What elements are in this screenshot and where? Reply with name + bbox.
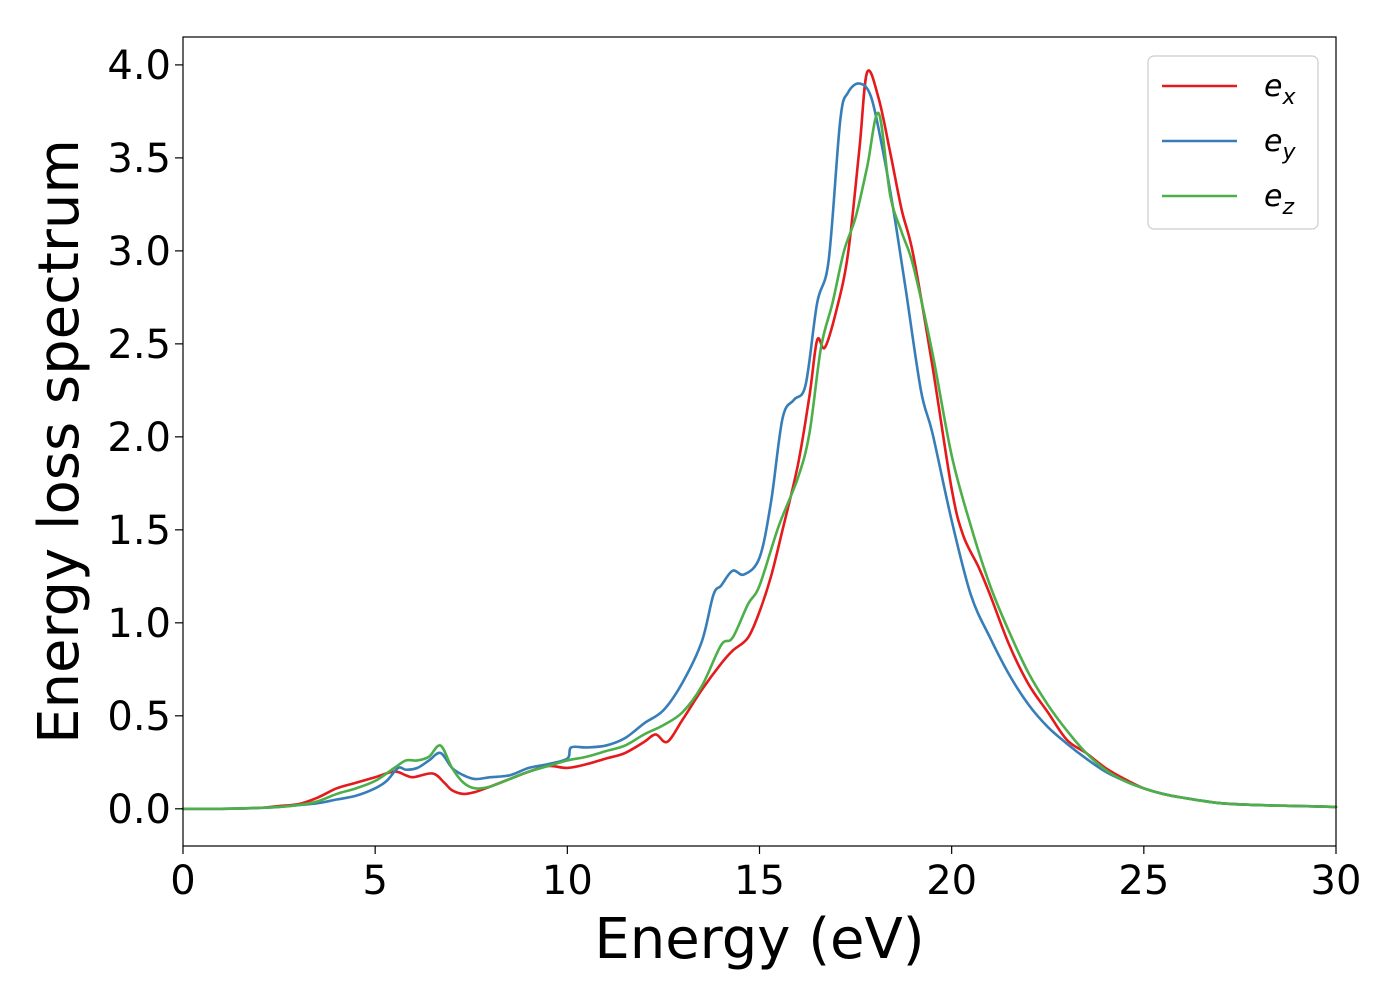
x-tick-label: 0 <box>170 858 195 904</box>
x-axis-ticks: 0 5 10 15 20 25 30 <box>170 846 1361 904</box>
x-axis-title: Energy (eV) <box>594 907 924 972</box>
series-line-ey <box>181 82 1338 811</box>
legend-label-ez: ez <box>1264 179 1294 220</box>
x-tick-label: 10 <box>542 858 593 904</box>
y-tick-label: 1.5 <box>107 508 171 554</box>
y-tick-label: 3.0 <box>107 229 171 275</box>
x-tick-label: 30 <box>1311 858 1362 904</box>
y-tick-label: 0.0 <box>107 787 171 833</box>
plot-lines <box>181 69 1338 811</box>
y-tick-label: 4.0 <box>107 43 171 89</box>
x-tick-label: 5 <box>362 858 387 904</box>
y-tick-label: 1.0 <box>107 601 171 647</box>
x-tick-label: 20 <box>926 858 977 904</box>
legend-label-base: e <box>1264 179 1282 214</box>
y-axis-ticks: 0.0 0.5 1.0 1.5 2.0 2.5 3.0 3.5 4.0 <box>107 43 183 833</box>
legend-label-subscript: z <box>1281 195 1294 220</box>
legend-label-ex: ex <box>1264 69 1296 110</box>
y-tick-label: 3.5 <box>107 136 171 182</box>
y-tick-label: 0.5 <box>107 694 171 740</box>
legend-box <box>1147 55 1319 230</box>
series-line-ez <box>181 111 1338 811</box>
legend-label-subscript: y <box>1281 140 1296 165</box>
y-axis-title: Energy loss spectrum <box>27 139 92 744</box>
legend-label-base: e <box>1264 69 1282 104</box>
x-tick-label: 25 <box>1118 858 1169 904</box>
x-tick-label: 15 <box>734 858 785 904</box>
y-tick-label: 2.5 <box>107 322 171 368</box>
series-line-ex <box>181 69 1338 811</box>
legend-label-subscript: x <box>1281 85 1296 110</box>
legend-label-ey: ey <box>1264 124 1296 165</box>
y-tick-label: 2.0 <box>107 415 171 461</box>
legend-label-base: e <box>1264 124 1282 159</box>
